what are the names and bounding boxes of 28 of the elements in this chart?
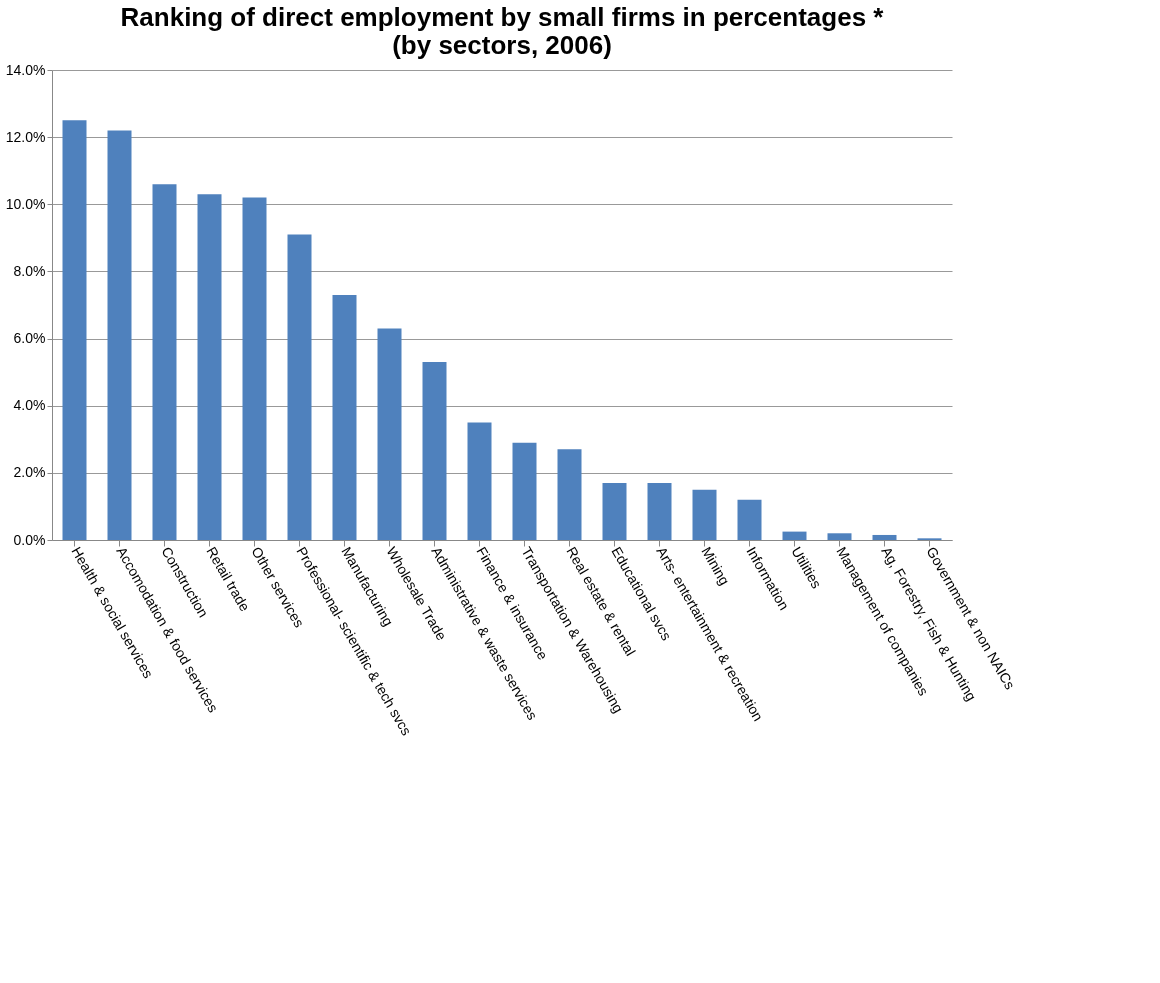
bar — [782, 531, 807, 540]
bar — [602, 482, 627, 540]
y-tick-label: 2.0% — [13, 464, 46, 481]
bar — [332, 294, 357, 540]
bar — [107, 130, 132, 540]
bar — [62, 120, 87, 540]
y-tick-label: 14.0% — [5, 61, 46, 78]
bar — [512, 442, 537, 540]
y-tick-label: 10.0% — [5, 195, 46, 212]
chart-title: Ranking of direct employment by small firms in percentages * (by sectors, 2006) — [120, 2, 885, 60]
bar — [422, 362, 447, 540]
bar — [827, 533, 852, 540]
y-tick-label: 4.0% — [13, 397, 46, 414]
y-tick-label: 8.0% — [13, 262, 46, 279]
bar — [287, 234, 312, 540]
bar — [377, 328, 402, 540]
bar — [557, 449, 582, 540]
bar — [197, 194, 222, 540]
bar — [467, 422, 492, 540]
bar — [152, 184, 177, 540]
bar — [737, 499, 762, 540]
y-tick-label: 6.0% — [13, 330, 46, 347]
bar — [647, 482, 672, 540]
bar — [242, 197, 267, 540]
y-tick-label: 12.0% — [5, 128, 46, 145]
bar — [692, 489, 717, 540]
bar — [872, 534, 897, 540]
y-tick-label: 0.0% — [13, 531, 46, 548]
